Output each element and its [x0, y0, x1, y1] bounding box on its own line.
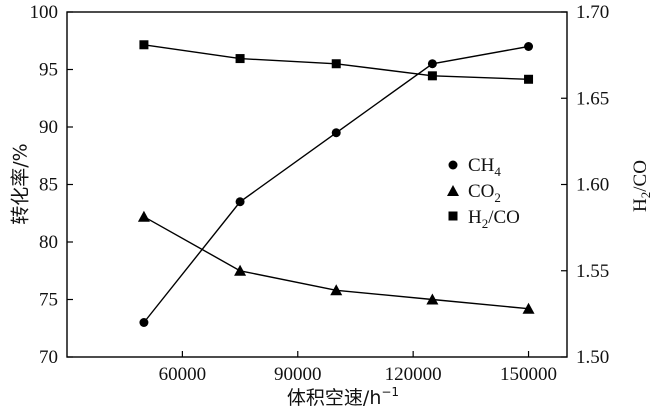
x-axis-title: 体积空速/h−1 — [287, 385, 399, 409]
data-point-co2 — [426, 293, 439, 305]
x-tick-label: 150000 — [500, 364, 557, 385]
y-left-tick-label: 100 — [30, 2, 59, 23]
legend-marker-co2 — [447, 185, 459, 196]
y-left-tick-label: 90 — [39, 117, 58, 138]
data-point-h2co — [427, 71, 437, 81]
x-tick-label: 120000 — [385, 364, 442, 385]
legend-label-co2: CO2 — [468, 181, 501, 205]
data-point-ch4 — [139, 318, 149, 327]
y-right-axis-title: H2/CO — [630, 160, 653, 212]
data-point-co2 — [522, 302, 535, 314]
data-point-ch4 — [427, 59, 437, 69]
data-point-ch4 — [235, 197, 245, 207]
data-point-ch4 — [524, 42, 534, 51]
markers-layer — [137, 40, 535, 327]
y-right-tick-label: 1.70 — [576, 2, 609, 23]
data-point-co2 — [234, 264, 247, 276]
legend-marker-ch4 — [448, 160, 458, 170]
y-left-tick-label: 95 — [39, 60, 58, 81]
y-right-tick-label: 1.65 — [576, 88, 609, 109]
x-tick-label: 90000 — [274, 364, 322, 385]
data-point-co2 — [137, 210, 150, 222]
y-left-tick-label: 85 — [39, 175, 58, 196]
y-left-axis-title: 转化率/% — [10, 143, 32, 224]
data-point-co2 — [330, 284, 343, 296]
ticks-layer: 60000 90000 120000 150000 70 75 80 85 90 95 100 1.5… — [30, 2, 610, 385]
legend-marker-h2co — [448, 211, 458, 221]
y-right-tick-label: 1.55 — [576, 261, 609, 282]
data-point-ch4 — [331, 128, 341, 138]
legend-label-ch4: CH4 — [468, 155, 501, 179]
y-left-tick-label: 80 — [39, 232, 58, 253]
legend: CH4 CO2 H2/CO — [447, 155, 520, 231]
y-left-tick-label: 70 — [39, 347, 58, 368]
y-right-tick-label: 1.60 — [576, 175, 609, 196]
y-left-tick-label: 75 — [39, 290, 58, 311]
data-point-h2co — [235, 54, 245, 64]
x-tick-label: 60000 — [159, 364, 207, 385]
legend-label-h2co: H2/CO — [468, 207, 520, 231]
data-point-h2co — [331, 59, 341, 69]
data-point-h2co — [524, 74, 534, 84]
y-right-tick-label: 1.50 — [576, 347, 609, 368]
data-point-h2co — [139, 40, 149, 50]
